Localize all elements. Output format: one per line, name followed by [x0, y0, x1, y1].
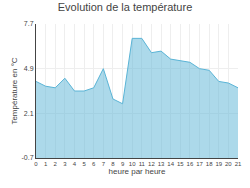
svg-text:1: 1: [44, 161, 48, 167]
svg-text:Evolution de la température: Evolution de la température: [58, 1, 193, 13]
svg-text:4: 4: [73, 161, 77, 167]
svg-text:5: 5: [82, 161, 86, 167]
svg-text:heure par heure: heure par heure: [109, 167, 166, 176]
svg-text:17: 17: [196, 161, 203, 167]
svg-text:11: 11: [139, 161, 146, 167]
svg-text:6: 6: [92, 161, 96, 167]
svg-text:10: 10: [129, 161, 136, 167]
svg-text:7.7: 7.7: [24, 20, 34, 27]
svg-text:2.1: 2.1: [24, 110, 34, 117]
svg-text:12: 12: [148, 161, 155, 167]
svg-text:7: 7: [102, 161, 106, 167]
svg-text:16: 16: [187, 161, 194, 167]
svg-text:19: 19: [215, 161, 222, 167]
svg-text:15: 15: [177, 161, 184, 167]
svg-text:8: 8: [111, 161, 115, 167]
svg-text:14: 14: [167, 161, 174, 167]
svg-text:20: 20: [225, 161, 232, 167]
svg-text:13: 13: [158, 161, 165, 167]
svg-text:2: 2: [54, 161, 58, 167]
svg-text:Température en °C: Température en °C: [10, 57, 19, 124]
svg-text:9: 9: [121, 161, 125, 167]
svg-text:18: 18: [206, 161, 213, 167]
svg-text:-0.7: -0.7: [22, 154, 34, 161]
svg-text:3: 3: [63, 161, 67, 167]
svg-text:0: 0: [34, 161, 38, 167]
svg-text:21: 21: [235, 161, 242, 167]
svg-text:4.9: 4.9: [24, 65, 34, 72]
